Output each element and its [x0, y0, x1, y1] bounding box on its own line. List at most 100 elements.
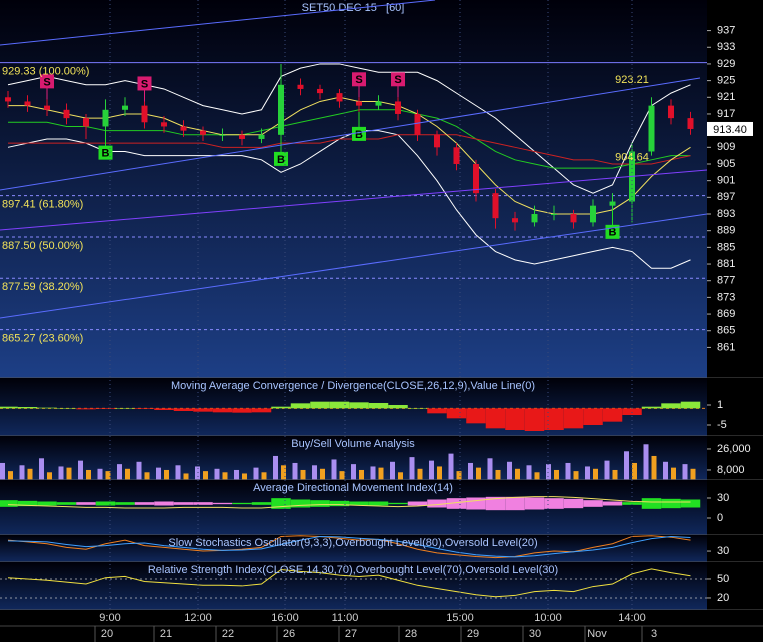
histogram-bar	[232, 408, 252, 413]
signal-box	[274, 151, 288, 166]
volume-bar	[612, 469, 618, 480]
volume-bar	[690, 468, 696, 480]
annotation: 904.64	[615, 151, 649, 163]
histogram-bar	[485, 408, 506, 429]
volume-bar	[682, 464, 688, 480]
candle-body	[5, 97, 11, 102]
x-date-label: 26	[283, 628, 295, 640]
x-time-label: 10:00	[534, 612, 562, 624]
signal-box	[391, 72, 405, 87]
dmi-band	[56, 502, 77, 505]
dmi-band	[134, 502, 155, 505]
candle-body	[531, 214, 538, 223]
x-date-label: Nov	[587, 628, 607, 640]
dmi-band	[76, 502, 96, 505]
volume-bar	[97, 468, 103, 480]
histogram-bar	[583, 408, 603, 425]
volume-bar	[663, 461, 668, 480]
histogram-bar	[17, 407, 38, 409]
y-tick-label: 865	[717, 325, 735, 337]
y-tick-label: 933	[717, 41, 735, 53]
volume-bar	[351, 464, 356, 480]
trend-line	[0, 169, 708, 231]
y-tick-label: 30	[717, 492, 729, 504]
volume-bar	[261, 472, 267, 480]
signal-box	[352, 126, 366, 141]
volume-bar	[0, 462, 5, 480]
dmi-band	[661, 498, 681, 509]
trend-line	[0, 213, 708, 319]
panel-title: Buy/Sell Volume Analysis	[291, 438, 415, 450]
volume-bar	[370, 466, 376, 480]
volume-bar	[156, 467, 161, 480]
dmi-band	[0, 500, 18, 507]
volume-bar	[534, 472, 540, 480]
x-date-label: 30	[529, 628, 541, 640]
dmi-band	[583, 500, 603, 507]
dmi-band	[505, 496, 525, 511]
histogram-bar	[95, 408, 116, 409]
volume-bar	[203, 471, 208, 480]
candle-body	[395, 101, 401, 114]
panel	[0, 496, 701, 511]
histogram-bar	[154, 408, 174, 410]
histogram-bar	[251, 408, 272, 413]
trend-line	[0, 77, 701, 191]
candle-body	[570, 214, 577, 223]
volume-bar	[300, 469, 306, 480]
volume-bar	[507, 461, 512, 480]
volume-bar	[175, 465, 181, 480]
dmi-band	[37, 501, 57, 506]
panel-background	[0, 0, 707, 378]
volume-bar	[643, 444, 649, 480]
y-tick-label: 925	[717, 75, 735, 87]
volume-bar	[409, 457, 415, 480]
signal-box	[137, 76, 152, 91]
histogram-bar	[544, 408, 564, 430]
dmi-band	[622, 502, 642, 505]
dmi-band	[212, 502, 233, 505]
candle-body	[512, 218, 518, 223]
candle-body	[317, 88, 323, 94]
y-tick-label: 897	[717, 191, 735, 203]
volume-bar	[476, 467, 481, 480]
histogram-bar	[446, 408, 467, 419]
volume-bar	[671, 467, 676, 480]
candle-body	[102, 109, 109, 127]
volume-bar	[8, 471, 13, 480]
volume-bar	[164, 469, 169, 480]
volume-bar	[214, 468, 220, 480]
indicator-line	[7, 568, 691, 598]
volume-bar	[632, 462, 637, 480]
y-tick-label: 1	[717, 399, 723, 411]
volume-bar	[222, 472, 228, 480]
signal-label: S	[355, 74, 362, 86]
candle-body	[161, 122, 167, 127]
volume-bar	[378, 467, 384, 480]
indicator-line	[7, 63, 691, 194]
candle-body	[63, 109, 70, 119]
fib-label: 897.41 (61.80%)	[2, 199, 83, 211]
histogram-bar	[329, 401, 350, 409]
signal-label: S	[141, 78, 148, 90]
indicator-line	[8, 109, 691, 169]
candle-body	[414, 113, 421, 135]
x-time-label: 15:00	[446, 612, 474, 624]
histogram-bar	[641, 406, 662, 409]
volume-bar	[144, 472, 150, 480]
dmi-band	[310, 500, 330, 507]
candle-body	[180, 126, 187, 131]
dmi-band	[485, 496, 506, 511]
dmi-band	[17, 500, 38, 507]
signal-box	[40, 74, 54, 89]
volume-bar	[448, 453, 454, 480]
histogram-bar	[622, 408, 642, 415]
dmi-band	[271, 498, 291, 509]
x-date-label: 3	[651, 628, 657, 640]
volume-bar	[593, 468, 598, 480]
candle-body	[473, 163, 479, 194]
y-tick-label: -5	[717, 419, 727, 431]
candle-body	[356, 101, 362, 106]
